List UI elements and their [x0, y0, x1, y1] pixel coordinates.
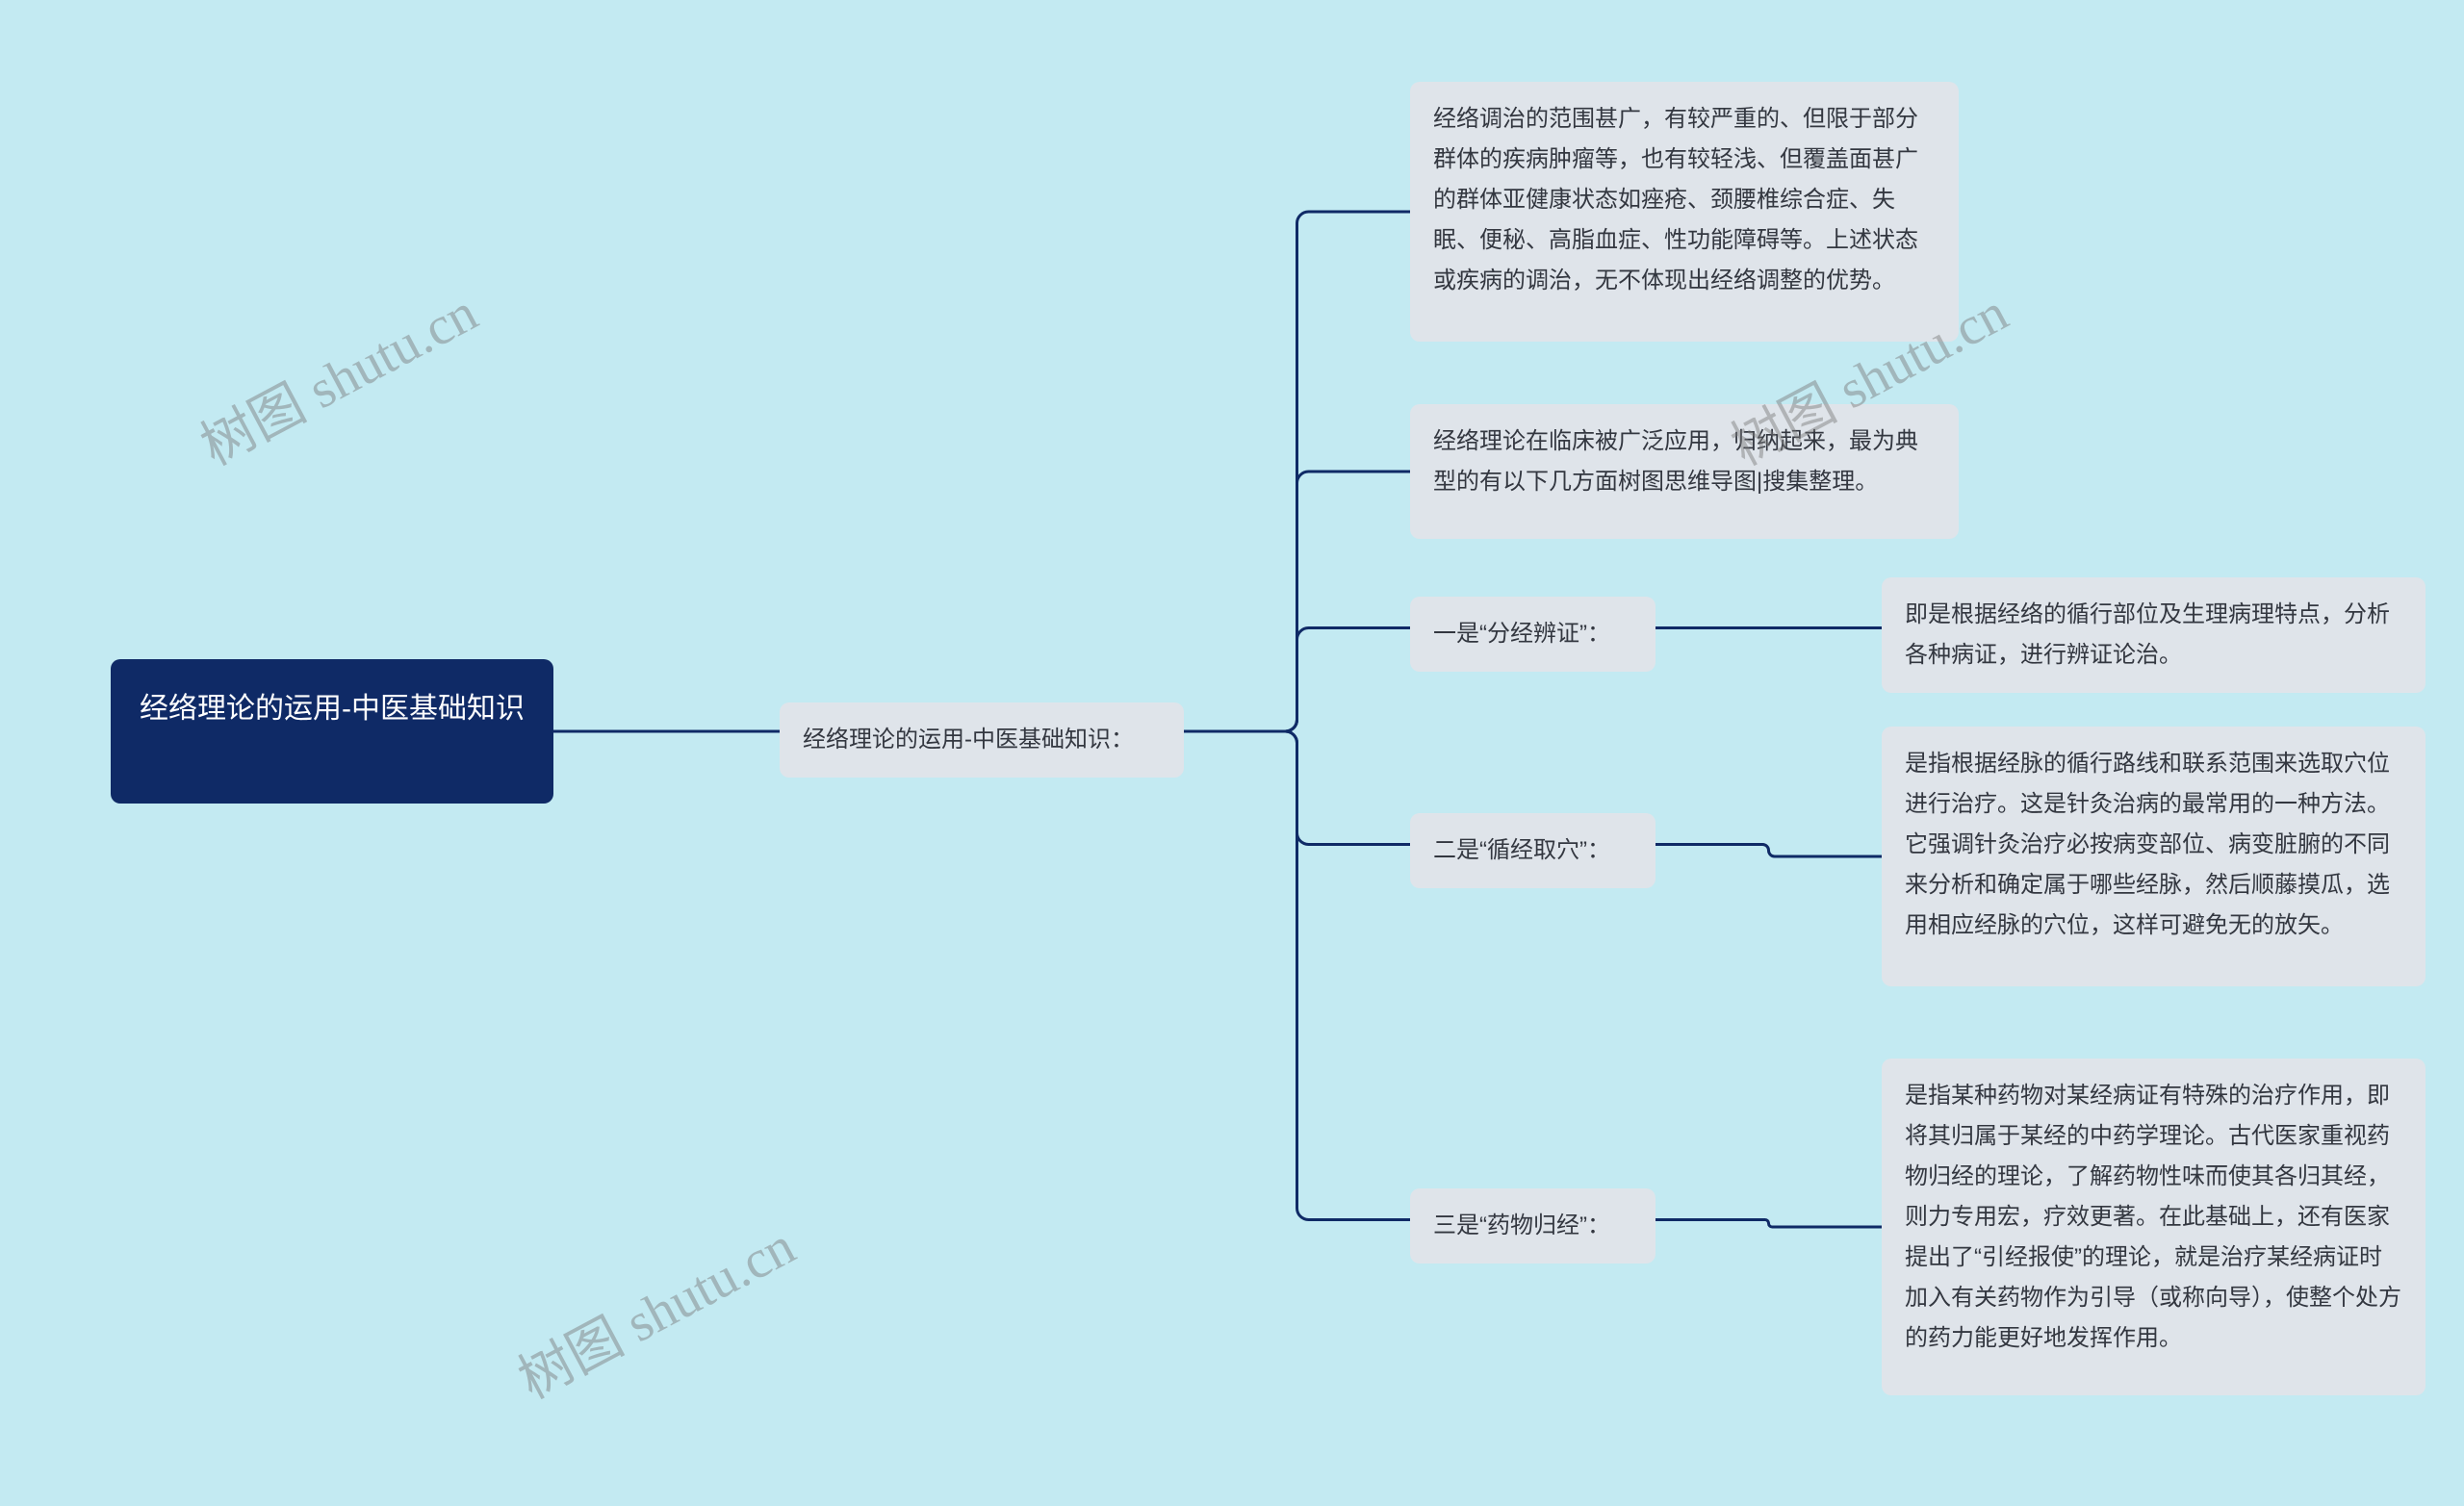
leaf-three-label-text: 三是“药物归经”： [1433, 1212, 1610, 1238]
leaf-one-label: 一是“分经辨证”： [1410, 597, 1656, 672]
leaf-three-detail: 是指某种药物对某经病证有特殊的治疗作用，即将其归属于某经的中药学理论。古代医家重… [1882, 1059, 2426, 1395]
leaf-one-label-text: 一是“分经辨证”： [1433, 621, 1610, 647]
leaf-two-detail: 是指根据经脉的循行路线和联系范围来选取穴位进行治疗。这是针灸治病的最常用的一种方… [1882, 727, 2426, 986]
root-label: 经络理论的运用-中医基础知识 [140, 693, 525, 725]
watermark: 树图 shutu.cn [502, 1203, 806, 1414]
root-node: 经络理论的运用-中医基础知识 [111, 659, 553, 804]
leaf-scope: 经络调治的范围甚广，有较严重的、但限于部分群体的疾病肿瘤等，也有较轻浅、但覆盖面… [1410, 82, 1959, 342]
leaf-two-detail-text: 是指根据经脉的循行路线和联系范围来选取穴位进行治疗。这是针灸治病的最常用的一种方… [1905, 751, 2390, 938]
level2-node: 经络理论的运用-中医基础知识： [780, 702, 1184, 778]
leaf-two-label-text: 二是“循经取穴”： [1433, 837, 1610, 863]
leaf-three-detail-text: 是指某种药物对某经病证有特殊的治疗作用，即将其归属于某经的中药学理论。古代医家重… [1905, 1083, 2401, 1351]
level2-label: 经络理论的运用-中医基础知识： [803, 727, 1134, 753]
leaf-clinical-text: 经络理论在临床被广泛应用，归纳起来，最为典型的有以下几方面树图思维导图|搜集整理… [1433, 428, 1918, 495]
leaf-one-detail-text: 即是根据经络的循行部位及生理病理特点，分析各种病证，进行辨证论治。 [1905, 601, 2390, 668]
leaf-one-detail: 即是根据经络的循行部位及生理病理特点，分析各种病证，进行辨证论治。 [1882, 577, 2426, 693]
leaf-clinical: 经络理论在临床被广泛应用，归纳起来，最为典型的有以下几方面树图思维导图|搜集整理… [1410, 404, 1959, 539]
mindmap-canvas: 经络理论的运用-中医基础知识 经络理论的运用-中医基础知识： 经络调治的范围甚广… [0, 0, 2464, 1506]
watermark: 树图 shutu.cn [185, 269, 488, 480]
leaf-two-label: 二是“循经取穴”： [1410, 813, 1656, 888]
leaf-three-label: 三是“药物归经”： [1410, 1188, 1656, 1264]
leaf-scope-text: 经络调治的范围甚广，有较严重的、但限于部分群体的疾病肿瘤等，也有较轻浅、但覆盖面… [1433, 106, 1918, 294]
